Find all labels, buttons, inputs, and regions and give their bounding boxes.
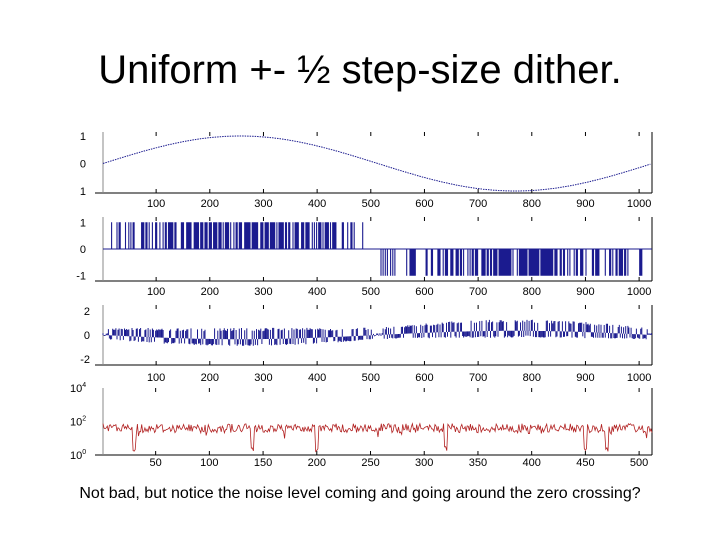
x-tick-label: 250 (361, 457, 379, 469)
x-tick-label: 350 (469, 457, 487, 469)
x-tick-label: 900 (576, 286, 594, 298)
x-tick-label: 300 (254, 372, 272, 384)
x-tick-label: 600 (415, 372, 433, 384)
y-tick-label: 0 (80, 159, 86, 171)
y-tick-label: 1 (80, 186, 86, 198)
sine-input-panel: 100 200 300 400 500 600 700 800 900 1000 1 0 1 (80, 131, 653, 210)
x-tick-label: 500 (362, 372, 380, 384)
x-tick-label: 1000 (627, 372, 651, 384)
x-tick-label: 800 (523, 372, 541, 384)
y-tick-label: 100 (70, 449, 86, 462)
x-tick-label: 900 (576, 372, 594, 384)
x-tick-label: 200 (308, 457, 326, 469)
y-tick-label: -2 (80, 354, 90, 366)
y-tick-label: 1 (80, 131, 86, 143)
x-tick-label: 150 (254, 457, 272, 469)
quantized-series-line (111, 222, 643, 276)
y-tick-label: 2 (84, 306, 90, 318)
x-tick-label: 450 (576, 457, 594, 469)
sine-series-line (102, 135, 651, 192)
x-tick-label: 800 (523, 198, 541, 210)
y-tick-base: 10 (70, 417, 82, 429)
x-tick-label: 100 (200, 457, 218, 469)
spectrum-series-line (102, 422, 653, 453)
x-tick-label: 500 (362, 198, 380, 210)
x-tick-label: 300 (415, 457, 433, 469)
x-tick-label: 300 (254, 198, 272, 210)
y-tick-base: 10 (70, 450, 82, 462)
y-tick-label: 1 (80, 217, 86, 229)
x-tick-label: 400 (308, 372, 326, 384)
x-tick-label: 500 (630, 457, 648, 469)
x-tick-label: 700 (469, 286, 487, 298)
x-tick-label: 1000 (627, 286, 651, 298)
quantized-signal-panel: 100 200 300 400 500 600 700 800 900 1000 1 0 -1 (76, 217, 653, 298)
x-tick-label: 50 (150, 457, 162, 469)
x-tick-label: 400 (522, 457, 540, 469)
y-tick-label: 102 (70, 416, 86, 429)
x-tick-label: 600 (415, 286, 433, 298)
x-tick-label: 400 (308, 198, 326, 210)
x-tick-label: 100 (147, 372, 165, 384)
x-tick-label: 500 (362, 286, 380, 298)
x-tick-label: 100 (147, 286, 165, 298)
slide-title: Uniform +- ½ step-size dither. (98, 48, 622, 92)
y-tick-base: 10 (70, 383, 82, 395)
x-tick-label: 700 (469, 198, 487, 210)
x-tick-label: 700 (469, 372, 487, 384)
y-tick-exponent: 2 (82, 416, 86, 423)
quantization-error-panel: 100 200 300 400 500 600 700 800 900 1000 2 0 -2 (80, 305, 653, 384)
x-tick-label: 400 (308, 286, 326, 298)
x-tick-label: 600 (415, 198, 433, 210)
x-tick-label: 200 (201, 286, 219, 298)
slide-caption: Not bad, but notice the noise level comi… (79, 485, 641, 502)
error-series-line (102, 319, 652, 346)
x-tick-label: 800 (523, 286, 541, 298)
x-tick-label: 200 (201, 198, 219, 210)
x-tick-label: 200 (201, 372, 219, 384)
x-tick-label: 100 (147, 198, 165, 210)
y-tick-label: -1 (76, 271, 86, 283)
x-tick-label: 300 (254, 286, 272, 298)
y-tick-label: 0 (84, 330, 90, 342)
y-tick-exponent: 0 (82, 449, 86, 456)
x-tick-label: 900 (576, 198, 594, 210)
y-tick-exponent: 4 (82, 382, 86, 389)
y-tick-label: 104 (70, 382, 86, 395)
y-tick-label: 0 (80, 244, 86, 256)
x-tick-label: 1000 (627, 198, 651, 210)
